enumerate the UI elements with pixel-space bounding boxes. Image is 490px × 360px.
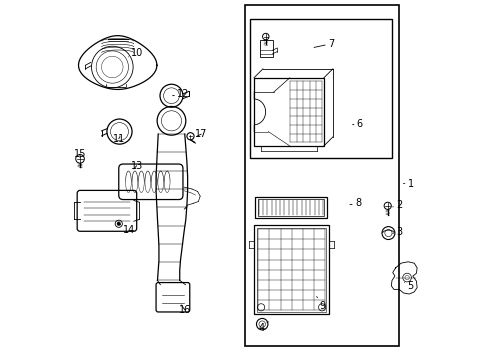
Bar — [250, 19, 392, 158]
Text: 17: 17 — [195, 129, 207, 139]
Bar — [245, 5, 399, 346]
Bar — [254, 225, 329, 315]
Text: 15: 15 — [74, 149, 86, 159]
Text: 4: 4 — [258, 321, 269, 333]
Text: 5: 5 — [405, 281, 414, 291]
Bar — [255, 197, 327, 218]
Text: 1: 1 — [403, 179, 414, 189]
Text: 16: 16 — [179, 305, 191, 315]
Circle shape — [117, 222, 121, 226]
Bar — [258, 199, 324, 216]
Text: 6: 6 — [353, 120, 363, 129]
Text: 9: 9 — [317, 297, 325, 311]
Text: 11: 11 — [113, 134, 125, 144]
Text: 13: 13 — [130, 161, 143, 171]
Bar — [257, 228, 326, 312]
Text: 7: 7 — [314, 39, 334, 49]
Bar — [260, 40, 272, 57]
Text: 8: 8 — [350, 198, 361, 208]
Text: 14: 14 — [119, 224, 136, 235]
Bar — [254, 78, 324, 146]
Text: 12: 12 — [172, 89, 190, 99]
Text: 10: 10 — [128, 48, 144, 58]
Text: 2: 2 — [393, 200, 402, 210]
Text: 3: 3 — [393, 227, 402, 237]
